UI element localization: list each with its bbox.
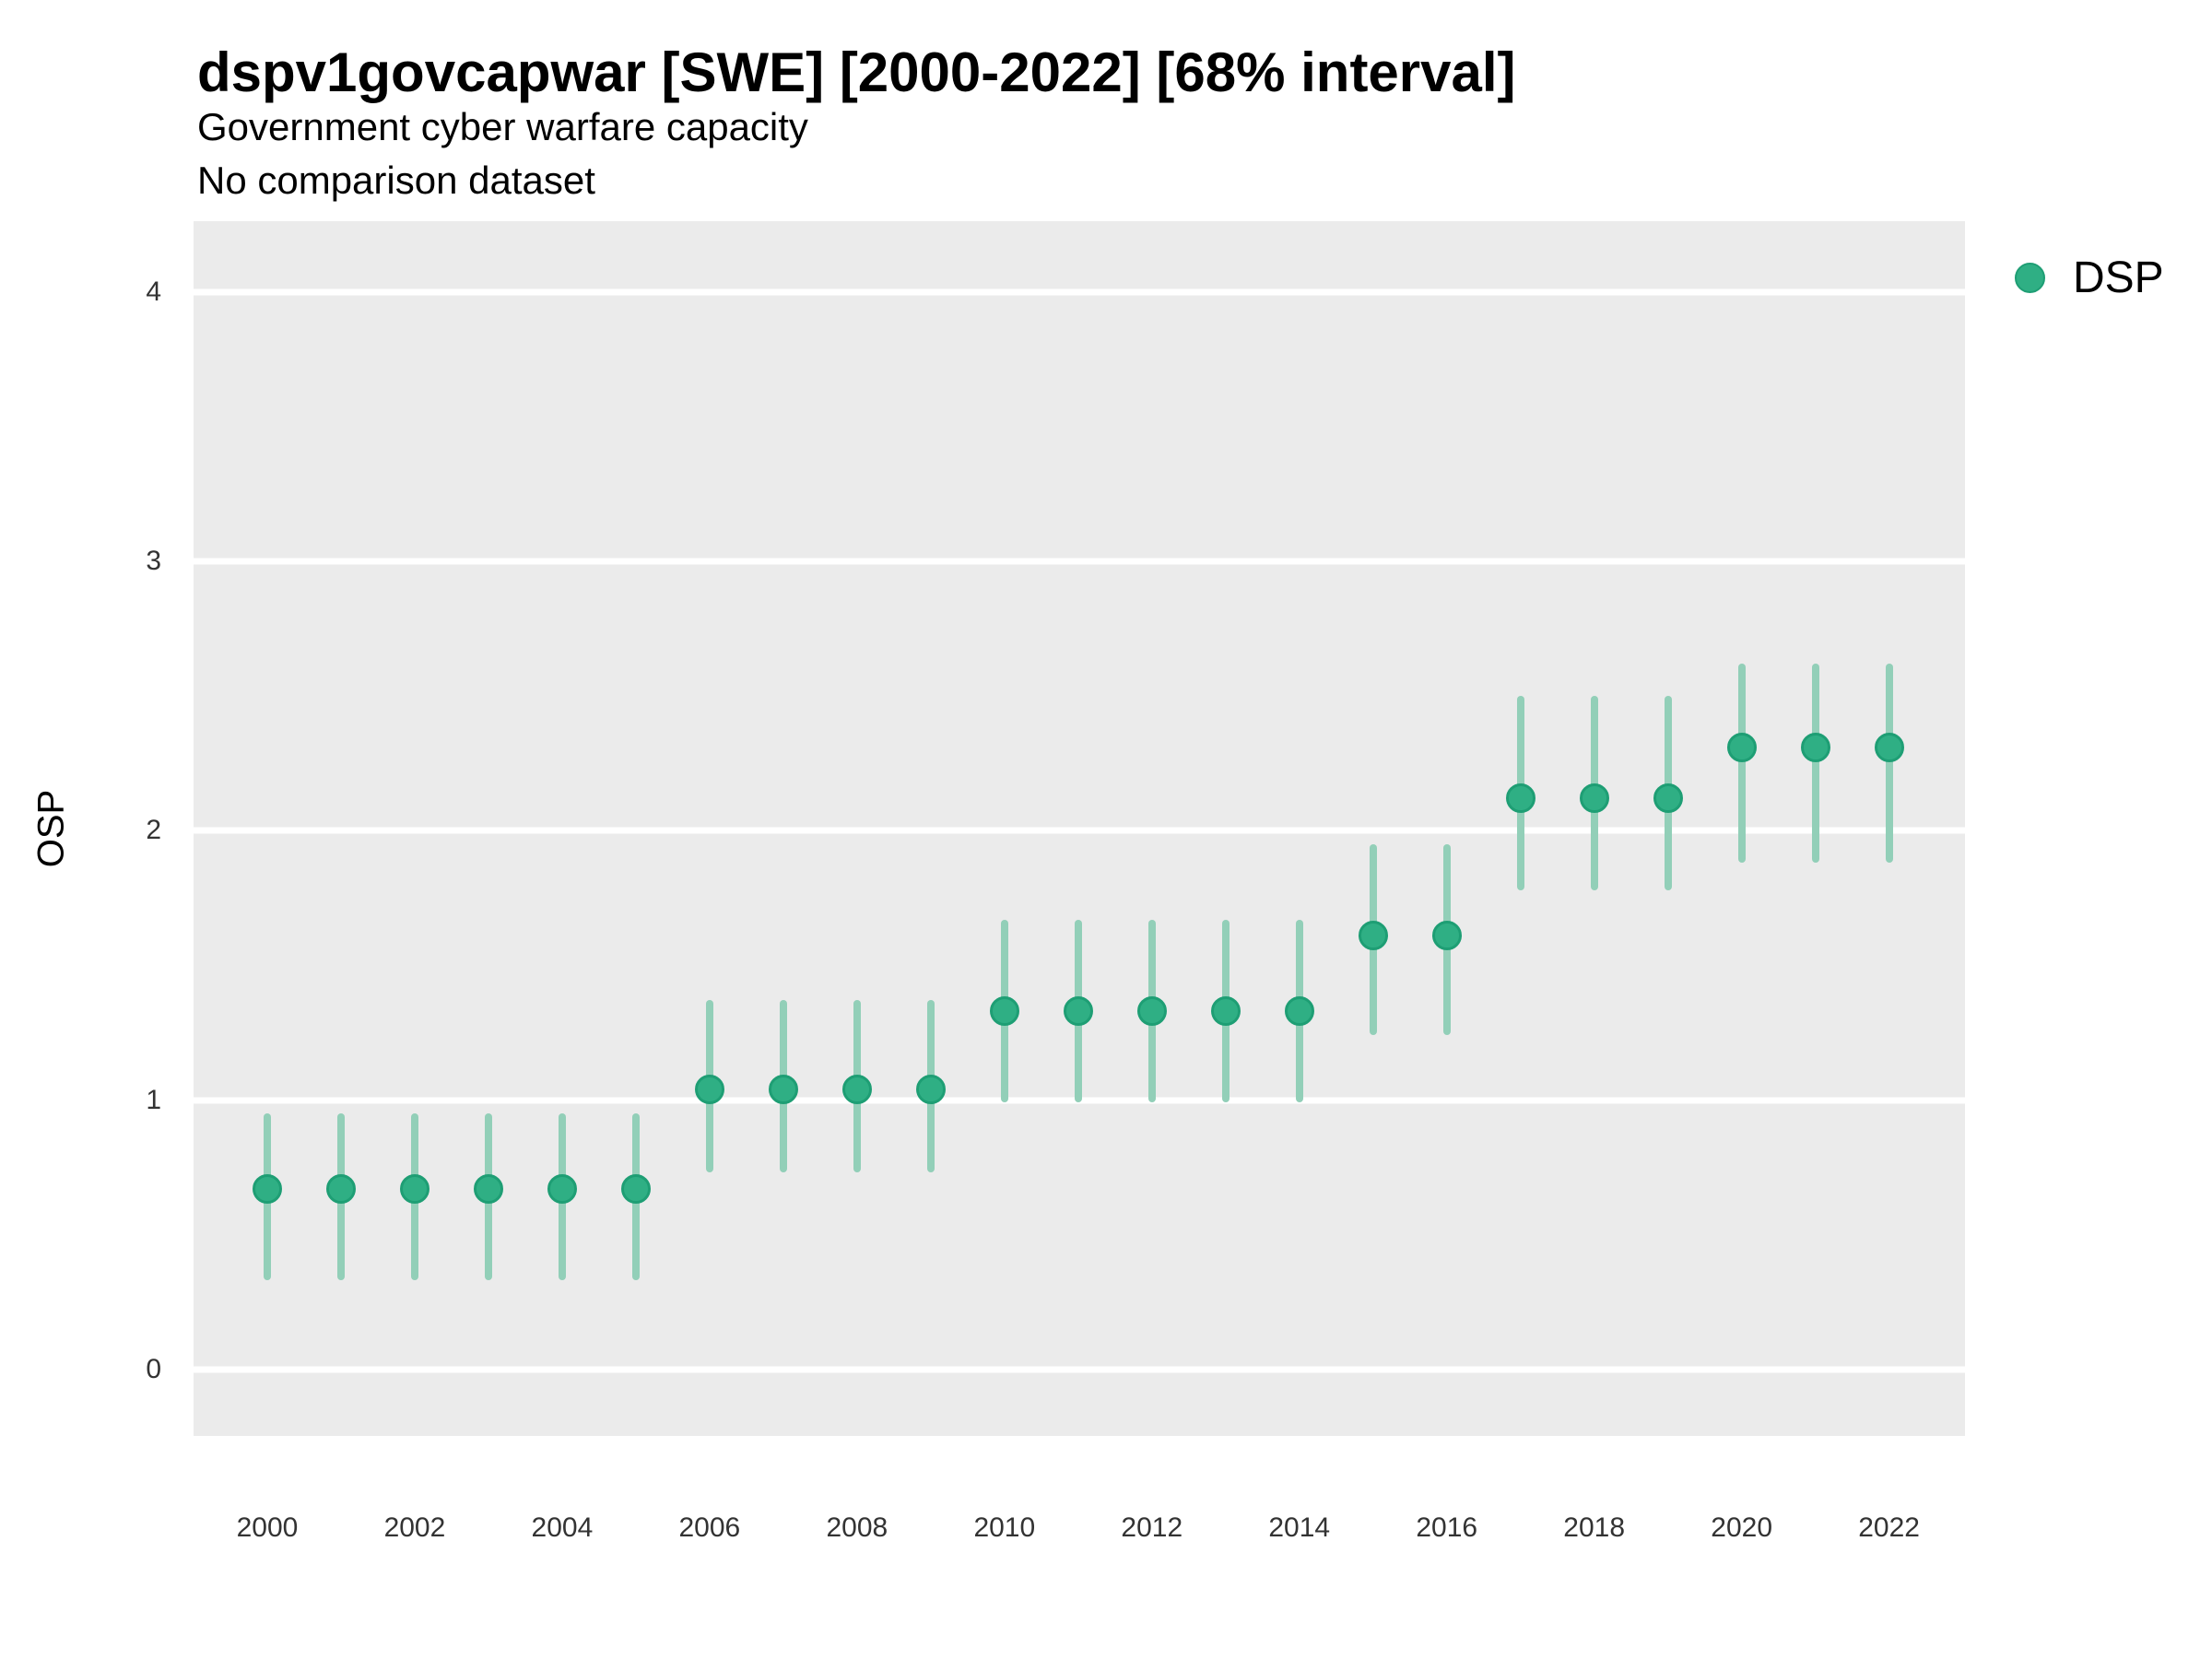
data-point (1726, 732, 1757, 762)
x-tick-label: 2004 (531, 1512, 594, 1543)
x-tick-label: 2014 (1268, 1512, 1331, 1543)
gridline (194, 827, 1965, 834)
y-tick-label: 3 (146, 546, 161, 577)
data-point (694, 1074, 724, 1104)
data-point (325, 1174, 356, 1205)
data-point (547, 1174, 577, 1205)
y-tick-label: 4 (146, 276, 161, 307)
x-tick-label: 2000 (236, 1512, 299, 1543)
data-point (1579, 783, 1609, 814)
data-point (399, 1174, 429, 1205)
error-bar (1885, 664, 1893, 864)
data-point (989, 996, 1019, 1027)
x-tick-label: 2022 (1858, 1512, 1920, 1543)
chart-note: No comparison dataset (197, 159, 595, 202)
data-point (1284, 996, 1314, 1027)
data-point (1800, 732, 1830, 762)
error-bar (1737, 664, 1746, 864)
chart-title: dspv1govcapwar [SWE] [2000-2022] [68% in… (197, 41, 1516, 103)
data-point (1210, 996, 1241, 1027)
data-point (1653, 783, 1683, 814)
gridline (194, 558, 1965, 565)
error-bar (1811, 664, 1819, 864)
y-tick-label: 1 (146, 1084, 161, 1115)
legend-point-icon (2015, 262, 2045, 293)
data-point (1431, 921, 1462, 951)
y-tick-label: 0 (146, 1353, 161, 1384)
x-tick-label: 2008 (826, 1512, 888, 1543)
x-tick-label: 2010 (973, 1512, 1036, 1543)
data-point (473, 1174, 503, 1205)
x-tick-label: 2012 (1121, 1512, 1183, 1543)
data-point (1874, 732, 1904, 762)
x-tick-label: 2006 (678, 1512, 741, 1543)
y-tick-label: 2 (146, 815, 161, 846)
plot-panel (194, 221, 1965, 1436)
x-tick-label: 2020 (1711, 1512, 1773, 1543)
data-point (252, 1174, 282, 1205)
data-point (1136, 996, 1167, 1027)
x-tick-label: 2002 (383, 1512, 446, 1543)
data-point (1063, 996, 1093, 1027)
data-point (768, 1074, 798, 1104)
data-point (841, 1074, 872, 1104)
data-point (1505, 783, 1535, 814)
data-point (620, 1174, 651, 1205)
data-point (915, 1074, 946, 1104)
data-point (1358, 921, 1388, 951)
chart-subtitle: Government cyber warfare capacity (197, 105, 808, 148)
gridline (194, 288, 1965, 296)
x-tick-label: 2018 (1563, 1512, 1626, 1543)
gridline (194, 1366, 1965, 1373)
legend: DSP (2015, 253, 2164, 302)
legend-label: DSP (2073, 253, 2164, 302)
x-tick-label: 2016 (1416, 1512, 1478, 1543)
